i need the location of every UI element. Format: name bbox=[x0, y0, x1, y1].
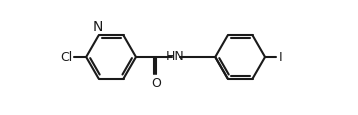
Text: O: O bbox=[151, 76, 161, 89]
Text: Cl: Cl bbox=[60, 51, 72, 64]
Text: N: N bbox=[92, 20, 103, 34]
Text: I: I bbox=[279, 51, 282, 64]
Text: HN: HN bbox=[165, 50, 184, 63]
